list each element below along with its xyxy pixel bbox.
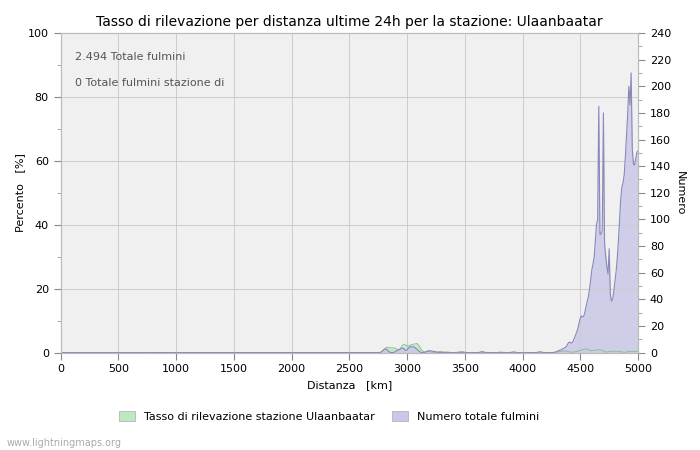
Text: www.lightningmaps.org: www.lightningmaps.org xyxy=(7,438,122,448)
Y-axis label: Numero: Numero xyxy=(675,171,685,215)
Legend: Tasso di rilevazione stazione Ulaanbaatar, Numero totale fulmini: Tasso di rilevazione stazione Ulaanbaata… xyxy=(114,407,544,427)
Y-axis label: Percento   [%]: Percento [%] xyxy=(15,153,25,232)
X-axis label: Distanza   [km]: Distanza [km] xyxy=(307,380,392,390)
Text: 0 Totale fulmini stazione di: 0 Totale fulmini stazione di xyxy=(75,78,225,88)
Title: Tasso di rilevazione per distanza ultime 24h per la stazione: Ulaanbaatar: Tasso di rilevazione per distanza ultime… xyxy=(96,15,603,29)
Text: 2.494 Totale fulmini: 2.494 Totale fulmini xyxy=(75,52,186,62)
